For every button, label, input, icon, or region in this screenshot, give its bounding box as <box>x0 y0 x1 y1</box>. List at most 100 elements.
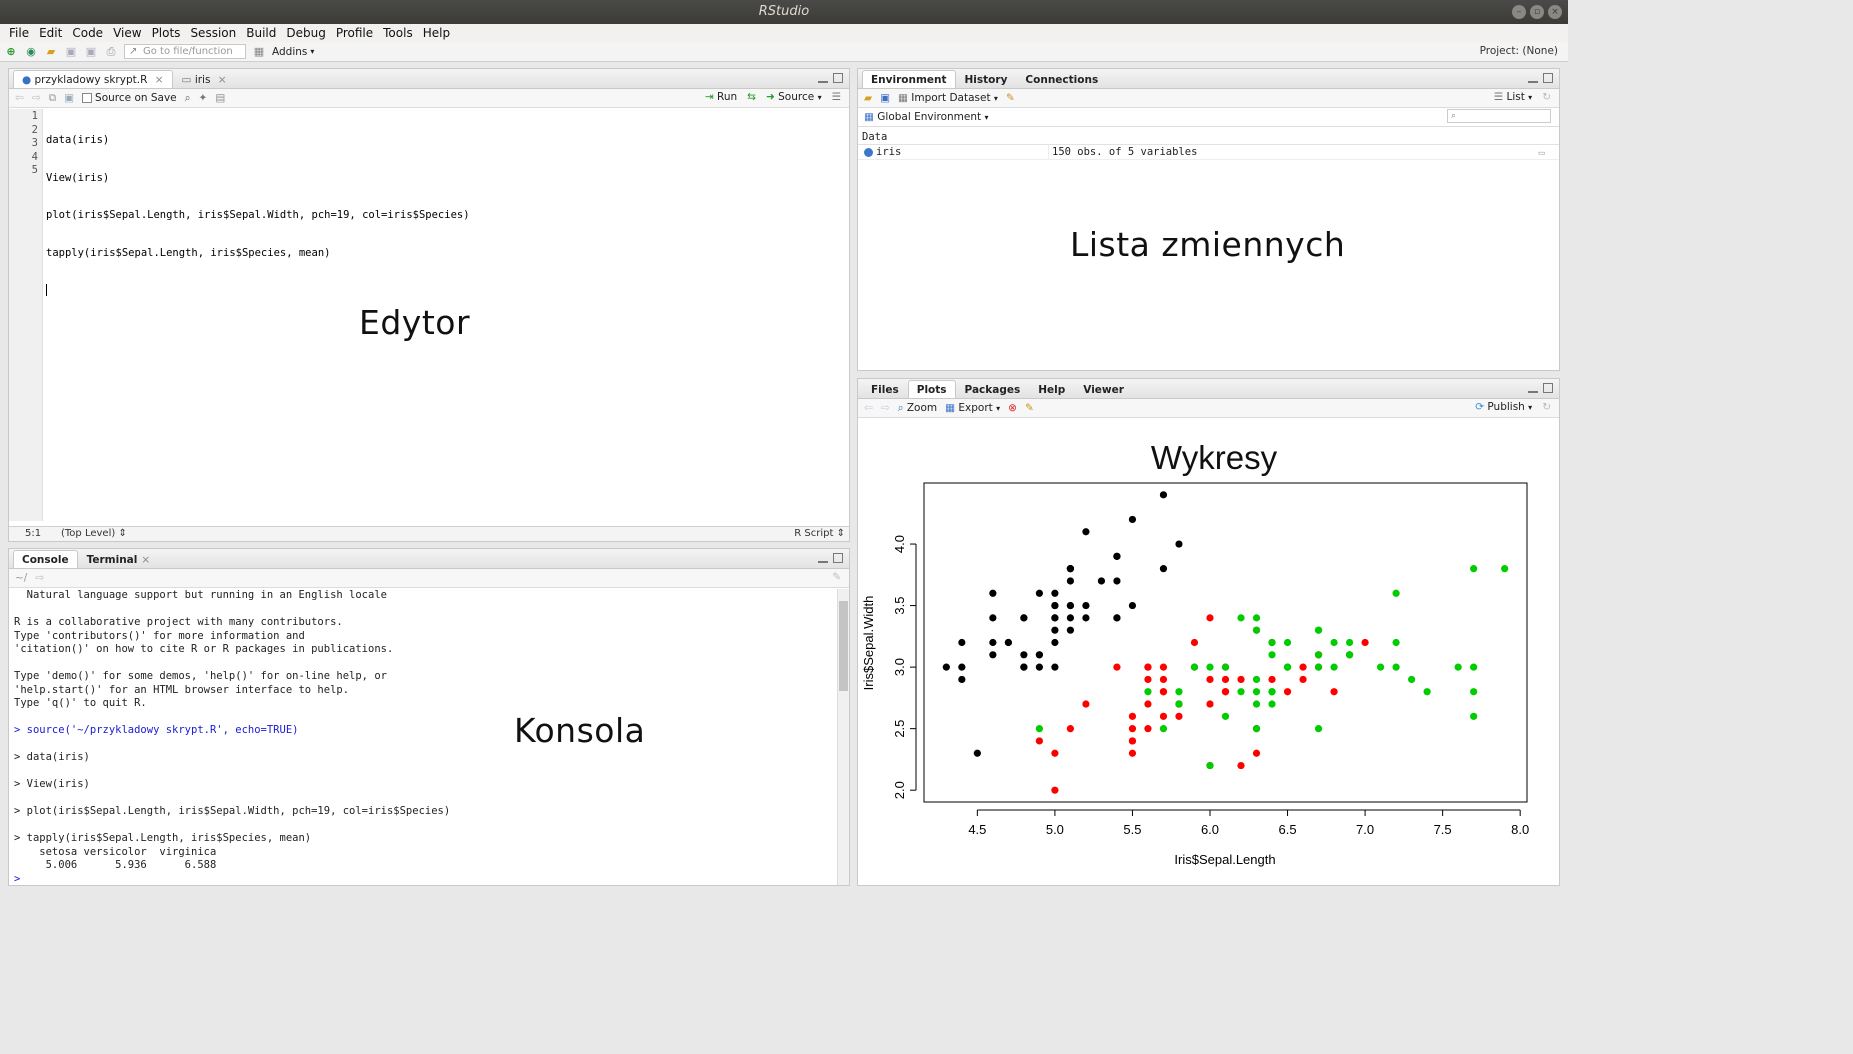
file-type-selector[interactable]: R Script ⇕ <box>794 528 845 539</box>
x-tick-label: 7.0 <box>1356 822 1374 837</box>
code-line[interactable]: tapply(iris$Sepal.Length, iris$Species, … <box>46 246 331 259</box>
menu-view[interactable]: View <box>113 26 142 40</box>
next-plot-icon[interactable]: ⇨ <box>880 402 890 414</box>
open-file-icon[interactable]: ▰ <box>46 44 56 58</box>
code-editor[interactable]: 1 2 3 4 5 data(iris) View(iris) plot(iri… <box>9 109 849 521</box>
new-file-icon[interactable]: ⊕ <box>6 44 16 58</box>
global-environment-dropdown[interactable]: ▦ Global Environment ▾ <box>864 111 989 123</box>
maximize-pane-icon[interactable] <box>833 553 843 563</box>
minimize-window-icon[interactable]: – <box>1512 5 1526 19</box>
menu-edit[interactable]: Edit <box>39 26 63 40</box>
export-button[interactable]: ▦ Export ▾ <box>945 402 1001 414</box>
print-icon[interactable]: ⎙ <box>106 44 116 58</box>
search-icon[interactable]: ⌕ <box>184 91 191 104</box>
project-menu[interactable]: Project: (None) <box>1479 45 1558 57</box>
rerun-icon[interactable]: ⇆ <box>747 91 756 103</box>
tab-connections[interactable]: Connections <box>1025 74 1099 86</box>
maximize-pane-icon[interactable] <box>1543 73 1553 83</box>
data-point <box>1128 601 1137 610</box>
tab-terminal[interactable]: Terminal × <box>78 550 160 568</box>
menu-code[interactable]: Code <box>72 26 104 40</box>
tab-console[interactable]: Console <box>13 550 78 568</box>
workspace-panes-icon[interactable]: ▦ <box>253 44 265 58</box>
menu-plots[interactable]: Plots <box>151 26 181 40</box>
save-icon[interactable]: ▣ <box>64 92 75 104</box>
close-window-icon[interactable]: × <box>1548 5 1562 19</box>
menu-help[interactable]: Help <box>422 26 451 40</box>
menu-debug[interactable]: Debug <box>286 26 326 40</box>
minimize-pane-icon[interactable] <box>1528 389 1538 393</box>
back-icon[interactable]: ⇦ <box>15 92 24 104</box>
save-icon[interactable]: ▣ <box>65 44 77 58</box>
new-project-icon[interactable]: ◉ <box>26 44 36 58</box>
load-workspace-icon[interactable]: ▰ <box>864 92 873 104</box>
view-mode-button[interactable]: ☰ List ▾ <box>1493 91 1533 103</box>
source-button[interactable]: ➜ Source ▾ <box>765 91 822 103</box>
clear-workspace-icon[interactable]: ✎ <box>1005 92 1015 104</box>
publish-button[interactable]: ⟳ Publish ▾ <box>1475 401 1533 413</box>
minimize-pane-icon[interactable] <box>818 559 828 563</box>
go-to-directory-icon[interactable]: ⇨ <box>35 572 45 584</box>
code-line-cursor[interactable] <box>46 284 849 298</box>
data-point <box>1283 638 1292 647</box>
code-line[interactable]: View(iris) <box>46 171 110 184</box>
refresh-icon[interactable]: ↻ <box>1542 91 1551 103</box>
tab-help[interactable]: Help <box>1038 384 1066 396</box>
view-data-icon[interactable]: ▭ <box>1538 147 1545 159</box>
save-all-icon[interactable]: ▣ <box>85 44 97 58</box>
tab-environment[interactable]: Environment <box>862 70 956 88</box>
expand-icon[interactable] <box>864 147 873 157</box>
goto-file-function-input[interactable]: Go to file/function <box>124 44 246 59</box>
close-tab-icon[interactable]: × <box>217 74 227 86</box>
environment-search-input[interactable]: ⌕ <box>1447 109 1551 123</box>
tab-viewer[interactable]: Viewer <box>1083 384 1124 396</box>
code-lines[interactable]: data(iris) View(iris) plot(iris$Sepal.Le… <box>46 110 849 322</box>
tab-history[interactable]: History <box>964 74 1008 86</box>
close-tab-icon[interactable]: × <box>154 74 164 86</box>
close-tab-icon[interactable]: × <box>141 554 151 566</box>
source-on-save-checkbox[interactable]: Source on Save <box>82 92 177 104</box>
maximize-pane-icon[interactable] <box>1543 383 1553 393</box>
outline-icon[interactable]: ☰ <box>831 91 841 103</box>
code-line[interactable]: plot(iris$Sepal.Length, iris$Sepal.Width… <box>46 209 470 222</box>
compile-report-icon[interactable]: ▤ <box>215 92 226 104</box>
data-point <box>1035 651 1043 659</box>
show-in-window-icon[interactable]: ⧉ <box>48 91 57 104</box>
scrollbar-thumb[interactable] <box>839 601 848 691</box>
refresh-icon[interactable]: ↻ <box>1542 401 1551 413</box>
tab-plots[interactable]: Plots <box>907 380 956 398</box>
menu-tools[interactable]: Tools <box>383 26 413 40</box>
tab-iris[interactable]: ▭ iris × <box>173 70 236 88</box>
maximize-window-icon[interactable]: ▫ <box>1530 5 1544 19</box>
scope-selector[interactable]: (Top Level) ⇕ <box>61 528 127 539</box>
console-output[interactable]: Natural language support but running in … <box>9 589 837 885</box>
minimize-pane-icon[interactable] <box>818 79 828 83</box>
menu-file[interactable]: File <box>9 26 30 40</box>
clear-plots-icon[interactable]: ✎ <box>1024 402 1034 414</box>
menu-build[interactable]: Build <box>246 26 277 40</box>
plot-frame <box>923 482 1528 803</box>
forward-icon[interactable]: ⇨ <box>31 92 41 104</box>
wand-icon[interactable]: ✦ <box>198 92 208 104</box>
editor-statusbar: 5:1 (Top Level) ⇕ R Script ⇕ <box>9 526 849 541</box>
import-dataset-button[interactable]: ▦ Import Dataset ▾ <box>898 92 998 104</box>
run-button[interactable]: ⇥ Run <box>705 91 737 103</box>
minimize-pane-icon[interactable] <box>1528 79 1538 83</box>
zoom-button[interactable]: ⌕ Zoom <box>898 402 938 415</box>
clear-console-icon[interactable]: ✎ <box>832 571 841 583</box>
save-workspace-icon[interactable]: ▣ <box>880 92 890 104</box>
tab-packages[interactable]: Packages <box>964 384 1021 396</box>
addins-menu[interactable]: Addins <box>272 45 308 58</box>
code-line[interactable]: data(iris) <box>46 134 110 146</box>
data-point <box>1144 675 1152 684</box>
console-scrollbar[interactable] <box>837 589 849 885</box>
menu-profile[interactable]: Profile <box>335 26 374 40</box>
previous-plot-icon[interactable]: ⇦ <box>864 402 873 414</box>
remove-plot-icon[interactable]: ⊗ <box>1008 402 1017 414</box>
tab-script[interactable]: ● przykladowy skrypt.R × <box>13 70 173 88</box>
maximize-pane-icon[interactable] <box>833 73 843 83</box>
addins-chevron-icon[interactable]: ▾ <box>310 47 315 56</box>
tab-files[interactable]: Files <box>871 384 899 396</box>
environment-row[interactable]: iris 150 obs. of 5 variables ▭ <box>858 145 1559 160</box>
menu-session[interactable]: Session <box>190 26 237 40</box>
